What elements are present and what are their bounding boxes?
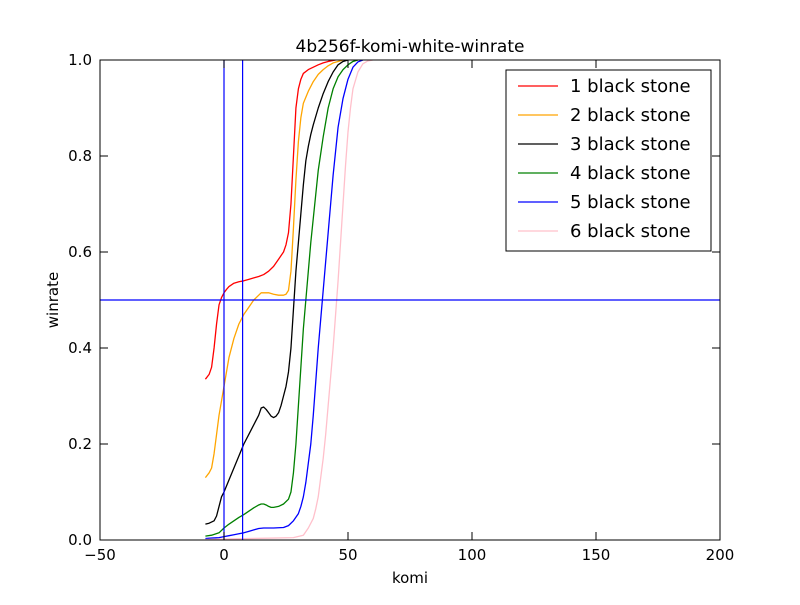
y-tick-label: 0.4 [68, 339, 92, 357]
x-tick-label: 150 [582, 546, 611, 564]
y-tick-label: 0.6 [68, 243, 92, 261]
y-tick-label: 0.8 [68, 147, 92, 165]
legend-label-4: 4 black stone [570, 163, 691, 184]
x-tick-label: 100 [458, 546, 487, 564]
x-tick-label: 200 [706, 546, 735, 564]
series-line-4 [205, 60, 359, 537]
legend-box [505, 69, 712, 252]
x-axis-label: komi [392, 569, 428, 587]
axes-frame [99, 59, 721, 541]
plot-area: −50 0 50 100 150 200 0.0 0.2 0.4 0.6 0.8 1.0 [68, 51, 734, 564]
legend-label-3: 3 black stone [570, 134, 691, 155]
chart-title: 4b256f-komi-white-winrate [296, 37, 525, 57]
x-tick-label: 0 [219, 546, 229, 564]
legend-label-2: 2 black stone [570, 105, 691, 126]
legend-label-6: 6 black stone [570, 221, 691, 242]
series-line-5 [205, 60, 364, 540]
legend-label-5: 5 black stone [570, 192, 691, 213]
x-tick-label: −50 [84, 546, 116, 564]
y-tick-label: 0.2 [68, 435, 92, 453]
y-axis-label: winrate [44, 272, 62, 328]
legend: 1 black stone 2 black stone 3 black stone 4… [505, 69, 712, 252]
y-tick-label: 1.0 [68, 51, 92, 69]
series-line-2 [204, 60, 344, 478]
x-tick-label: 50 [338, 546, 357, 564]
series-line-3 [205, 60, 349, 525]
legend-label-1: 1 black stone [570, 76, 691, 97]
y-tick-label: 0.0 [68, 531, 92, 549]
series-line-6 [205, 60, 373, 540]
